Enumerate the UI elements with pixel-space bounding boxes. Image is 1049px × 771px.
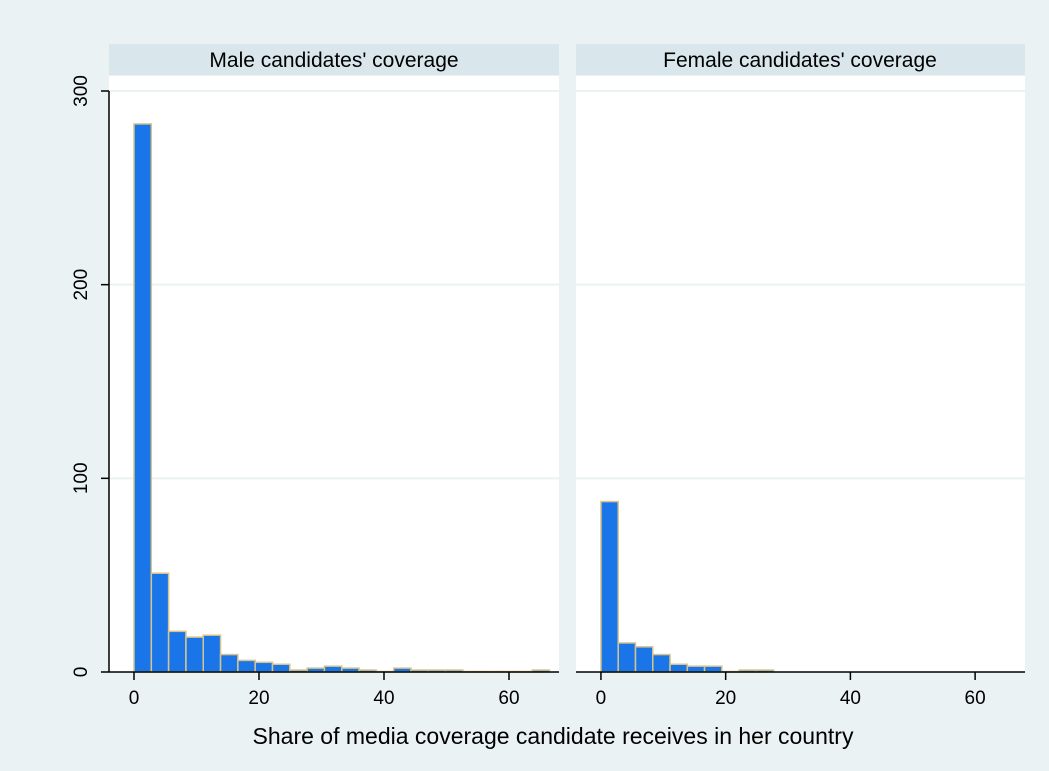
x-tick-label: 0 <box>596 688 607 709</box>
histogram-bar <box>133 123 153 673</box>
histogram-bar <box>617 642 637 673</box>
x-axis-label: Share of media coverage candidate receiv… <box>253 723 854 749</box>
histogram-bar <box>254 661 274 673</box>
x-axis-female: 0 20 40 60 <box>576 671 1025 709</box>
x-tick-label: 60 <box>498 688 519 709</box>
panel-female: Female candidates' coverage <box>576 44 1025 673</box>
panel-male: Male candidates' coverage <box>109 44 559 673</box>
histogram-bar <box>167 630 187 673</box>
histogram-bar <box>634 646 654 673</box>
histogram-bar <box>652 653 671 673</box>
x-tick-label: 0 <box>129 688 140 709</box>
panel-female-plot-area <box>576 76 1025 672</box>
x-tick-label: 20 <box>715 688 736 709</box>
x-axis-male: 0 20 40 60 <box>109 671 559 709</box>
panel-female-header <box>576 44 1025 75</box>
y-tick-label: 200 <box>71 269 92 301</box>
histogram-bar <box>237 659 256 673</box>
x-tick-label: 40 <box>373 688 394 709</box>
x-tick-label: 40 <box>840 688 861 709</box>
panel-male-title: Male candidates' coverage <box>209 49 458 72</box>
histogram-bar <box>686 665 706 673</box>
histogram-bar <box>185 636 204 673</box>
panel-female-bars <box>600 500 775 673</box>
panel-female-title: Female candidates' coverage <box>663 49 937 72</box>
histogram-bar <box>202 634 222 673</box>
histogram-bar <box>669 663 689 673</box>
histogram-bar <box>600 500 619 673</box>
y-tick-label: 0 <box>71 667 92 678</box>
histogram-bar <box>323 665 343 673</box>
y-tick-label: 100 <box>71 462 92 494</box>
panel-male-bars <box>133 123 551 673</box>
panel-male-header <box>109 44 559 75</box>
y-tick-label: 300 <box>71 75 92 107</box>
histogram-bar <box>219 653 239 673</box>
panel-female-grid <box>576 90 1025 480</box>
x-tick-label: 60 <box>965 688 986 709</box>
histogram-bar <box>703 665 723 673</box>
x-tick-label: 20 <box>248 688 269 709</box>
histogram-bar <box>271 663 291 673</box>
y-axis: 0 100 200 300 <box>71 75 110 678</box>
panel-male-plot-area <box>109 76 559 672</box>
panel-male-grid <box>109 90 559 480</box>
histogram-bar <box>150 572 170 673</box>
